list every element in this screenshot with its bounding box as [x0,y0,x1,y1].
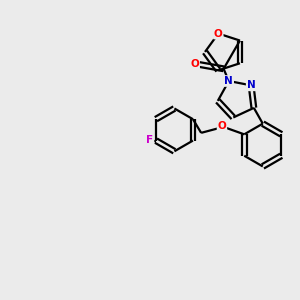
Text: F: F [146,135,154,145]
Text: N: N [224,76,233,86]
Text: O: O [214,28,223,38]
Text: N: N [247,80,256,90]
Text: O: O [218,121,226,131]
Text: O: O [190,59,199,69]
